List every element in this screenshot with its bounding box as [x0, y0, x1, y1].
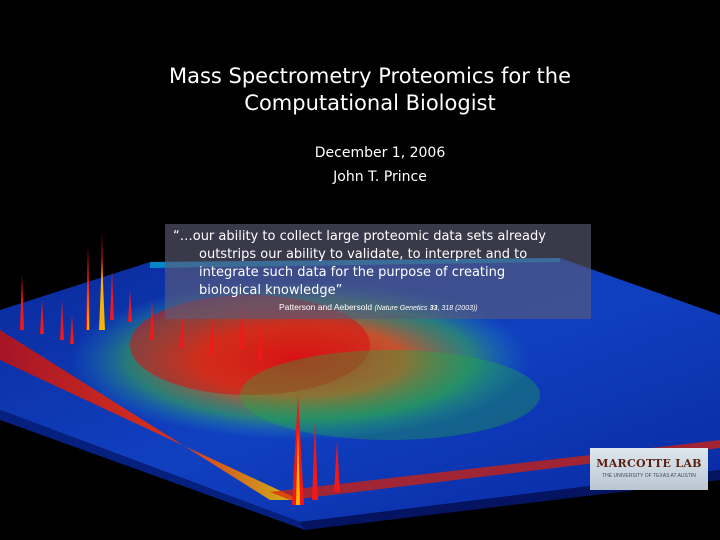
presentation-date: December 1, 2006 [314, 145, 446, 161]
citation-volume: 33 [429, 305, 438, 312]
quote-line-4: biological knowledge” [199, 283, 343, 298]
logo-subtitle: THE UNIVERSITY OF TEXAS AT AUSTIN [602, 473, 696, 479]
quote-box: “…our ability to collect large proteomic… [165, 224, 591, 319]
logo-title: MARCOTTE LAB [596, 457, 702, 470]
citation-pages-year: , 318 (2003)) [437, 305, 478, 312]
quote-citation: Patterson and Aebersold (Nature Genetics… [279, 302, 478, 312]
marcotte-lab-logo: MARCOTTE LAB THE UNIVERSITY OF TEXAS AT … [590, 448, 708, 490]
citation-journal: (Nature Genetics [374, 305, 428, 312]
presenter-name: John T. Prince [333, 169, 427, 185]
quote-line-1: “…our ability to collect large proteomic… [173, 229, 546, 244]
quote-line-3: integrate such data for the purpose of c… [199, 265, 506, 280]
quote-line-2: outstrips our ability to validate, to in… [199, 247, 528, 262]
citation-authors: Patterson and Aebersold [279, 302, 373, 312]
slide-title-line-2: Computational Biologist [244, 91, 496, 115]
slide-title-line-1: Mass Spectrometry Proteomics for the [168, 64, 572, 88]
